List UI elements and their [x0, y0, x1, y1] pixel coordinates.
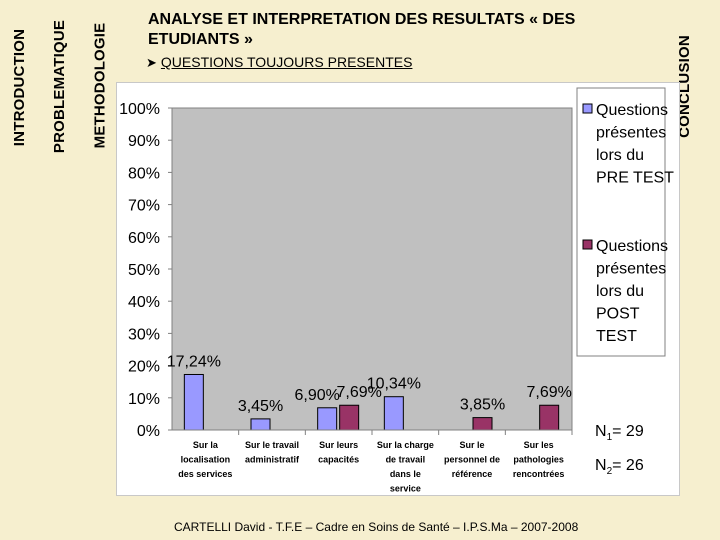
y-tick-label: 100% — [119, 101, 160, 118]
nav-tab-methodologie-label: METHODOLOGIE — [91, 22, 109, 148]
x-category-label: Sur leurs — [319, 440, 358, 450]
n2-value: = 26 — [612, 457, 644, 474]
x-category-label: administratif — [245, 455, 300, 465]
sample-size-n2: N2= 26 — [595, 457, 644, 477]
n2-subscript: 2 — [606, 466, 613, 478]
legend-swatch — [582, 103, 593, 114]
arrow-bullet-icon: ➤ — [146, 55, 157, 70]
x-category-label: localisation — [181, 455, 231, 465]
y-tick-label: 10% — [128, 391, 160, 408]
data-label: 3,45% — [238, 398, 283, 415]
data-label: 10,34% — [367, 376, 421, 393]
bar-post-test — [539, 404, 560, 431]
legend-entry-label: PRE TEST — [596, 170, 674, 187]
bar-chart: 0% 10% 20% 30% 40% 50% 60% 70% 80% 90% 100% Sur la l… — [116, 82, 680, 496]
x-category-label: service — [390, 484, 421, 494]
legend-entry-label: présentes — [596, 125, 666, 142]
y-tick-label: 70% — [128, 198, 160, 215]
bar-pre-test — [250, 418, 271, 431]
x-category-label: Sur la charge — [377, 440, 434, 450]
legend-entry-label: TEST — [596, 328, 637, 345]
x-category-label: Sur les — [524, 440, 554, 450]
plot-area — [171, 107, 573, 431]
bar-chart-svg: 0% 10% 20% 30% 40% 50% 60% 70% 80% 90% 100% Sur la l… — [119, 87, 674, 494]
y-tick-label: 20% — [128, 359, 160, 376]
footer-credit: CARTELLI David - T.F.E – Cadre en Soins … — [174, 520, 579, 534]
x-category-label: dans le — [390, 469, 421, 479]
nav-tab-problematique[interactable]: PROBLEMATIQUE — [48, 0, 72, 172]
sample-size-n1: N1= 29 — [595, 423, 644, 443]
legend-entry-label: Questions — [596, 238, 668, 255]
legend-swatch — [582, 239, 593, 250]
nav-tab-problematique-label: PROBLEMATIQUE — [51, 19, 69, 153]
nav-tab-introduction[interactable]: INTRODUCTION — [8, 0, 32, 175]
x-category-label: de travail — [386, 455, 426, 465]
n2-letter: N — [595, 457, 607, 474]
n1-value: = 29 — [612, 423, 644, 440]
y-tick-label: 90% — [128, 133, 160, 150]
y-tick-label: 40% — [128, 294, 160, 311]
x-category-label: pathologies — [513, 455, 564, 465]
legend-box — [576, 87, 666, 357]
y-tick-label: 60% — [128, 230, 160, 247]
y-tick-label: 30% — [128, 326, 160, 343]
y-tick-label: 80% — [128, 165, 160, 182]
y-tick-label: 50% — [128, 262, 160, 279]
bar-pre-test — [183, 373, 204, 431]
data-label: 7,69% — [336, 384, 381, 401]
x-category-label: rencontrées — [513, 469, 565, 479]
data-label: 6,90% — [294, 387, 339, 404]
x-category-label: personnel de — [444, 455, 500, 465]
bar-pre-test — [383, 396, 404, 431]
x-category-label: Sur le — [459, 440, 484, 450]
x-category-label: capacités — [318, 455, 359, 465]
data-label: 3,85% — [460, 397, 505, 414]
y-tick-label: 0% — [137, 423, 160, 440]
section-subtitle: ➤ QUESTIONS TOUJOURS PRESENTES — [146, 54, 412, 71]
x-category-label: des services — [178, 469, 232, 479]
x-category-label: référence — [452, 469, 493, 479]
bar-post-test — [339, 404, 360, 431]
nav-tab-introduction-label: INTRODUCTION — [11, 28, 29, 147]
legend-entry-label: lors du — [596, 283, 644, 300]
n1-letter: N — [595, 423, 607, 440]
legend-entry-label: présentes — [596, 261, 666, 278]
legend-entry-label: POST — [596, 306, 640, 323]
n1-subscript: 1 — [606, 432, 613, 444]
bar-post-test — [472, 417, 493, 431]
section-subtitle-text: QUESTIONS TOUJOURS PRESENTES — [160, 54, 413, 70]
legend-entry-label: Questions — [596, 102, 668, 119]
x-category-label: Sur la — [193, 440, 219, 450]
data-label: 17,24% — [167, 353, 221, 370]
page-title: ANALYSE ET INTERPRETATION DES RESULTATS … — [148, 11, 576, 48]
nav-tab-methodologie[interactable]: METHODOLOGIE — [88, 0, 112, 170]
data-label: 7,69% — [526, 384, 571, 401]
x-category-label: Sur le travail — [245, 440, 299, 450]
legend-entry-label: lors du — [596, 147, 644, 164]
bar-pre-test — [317, 407, 338, 431]
